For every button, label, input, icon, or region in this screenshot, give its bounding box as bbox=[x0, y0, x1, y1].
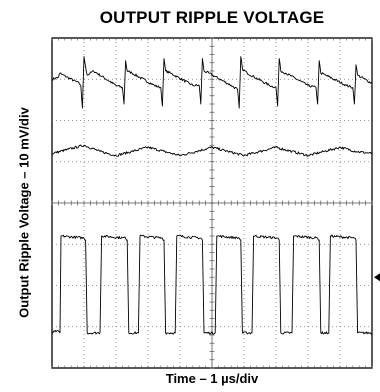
ground-marker-arrow bbox=[374, 273, 380, 282]
trace-1 bbox=[51, 56, 373, 109]
chart-title: OUTPUT RIPPLE VOLTAGE bbox=[99, 8, 325, 27]
trace-2 bbox=[51, 144, 373, 157]
trace-3 bbox=[52, 234, 373, 335]
x-axis-label: Time – 1 µs/div bbox=[165, 371, 259, 386]
grid bbox=[51, 37, 373, 369]
traces bbox=[51, 56, 373, 335]
